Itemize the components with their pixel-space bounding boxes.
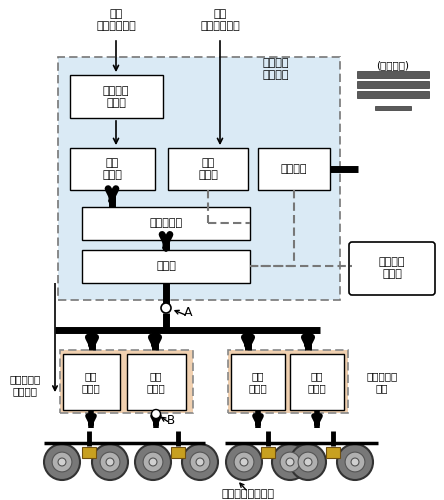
Circle shape — [44, 444, 80, 480]
Bar — [357, 91, 429, 98]
Bar — [171, 447, 185, 458]
Bar — [63, 354, 120, 410]
Circle shape — [182, 444, 218, 480]
Bar — [357, 81, 429, 88]
Circle shape — [92, 444, 128, 480]
Text: 滑走
制御弁: 滑走 制御弁 — [147, 371, 165, 393]
Text: ブレーキ
受量器: ブレーキ 受量器 — [103, 86, 129, 108]
Text: 非常
ブレーキ指令: 非常 ブレーキ指令 — [200, 9, 240, 31]
Circle shape — [286, 458, 294, 466]
Text: 応荷重弁: 応荷重弁 — [281, 164, 307, 174]
Text: 滑走制御弁
動作指令: 滑走制御弁 動作指令 — [9, 374, 40, 396]
Bar — [82, 447, 96, 458]
Bar — [357, 71, 429, 78]
Bar — [258, 148, 330, 190]
Circle shape — [52, 452, 72, 472]
Text: 複式逆止弁: 複式逆止弁 — [150, 218, 182, 228]
Bar — [261, 447, 275, 458]
Text: 滑走
制御弁: 滑走 制御弁 — [308, 371, 326, 393]
Circle shape — [151, 410, 160, 418]
Bar — [70, 148, 155, 190]
Text: ブレーキ
制御装置: ブレーキ 制御装置 — [263, 58, 289, 80]
Circle shape — [345, 452, 365, 472]
Circle shape — [337, 444, 373, 480]
Text: (空気ばね): (空気ばね) — [377, 60, 409, 70]
Bar — [82, 250, 250, 283]
Text: A: A — [184, 306, 192, 320]
Circle shape — [290, 444, 326, 480]
Text: 滑走制御弁
装置: 滑走制御弁 装置 — [366, 371, 398, 393]
Bar — [168, 148, 248, 190]
Text: 滑走
制御弁: 滑走 制御弁 — [82, 371, 100, 393]
Circle shape — [234, 452, 254, 472]
Circle shape — [106, 458, 114, 466]
Text: 非常
電磁弁: 非常 電磁弁 — [198, 158, 218, 180]
Text: 供給空気
タンク: 供給空気 タンク — [379, 257, 405, 279]
Bar — [82, 207, 250, 240]
Text: 電空
変換弁: 電空 変換弁 — [102, 158, 122, 180]
Text: 中継弁: 中継弁 — [156, 261, 176, 271]
Bar — [375, 106, 411, 110]
Circle shape — [58, 458, 66, 466]
Circle shape — [226, 444, 262, 480]
Circle shape — [272, 444, 308, 480]
Circle shape — [100, 452, 120, 472]
Circle shape — [135, 444, 171, 480]
Bar — [70, 75, 163, 118]
Bar — [231, 354, 285, 410]
Circle shape — [161, 303, 171, 313]
Circle shape — [304, 458, 312, 466]
Circle shape — [280, 452, 300, 472]
Bar — [290, 354, 344, 410]
Circle shape — [351, 458, 359, 466]
Circle shape — [298, 452, 318, 472]
Text: ブレーキシリンダ: ブレーキシリンダ — [222, 489, 274, 499]
Bar — [127, 354, 186, 410]
Bar — [228, 350, 348, 413]
Text: B: B — [167, 414, 175, 428]
Circle shape — [190, 452, 210, 472]
Bar — [60, 350, 193, 413]
Circle shape — [196, 458, 204, 466]
Bar — [326, 447, 340, 458]
Bar — [58, 57, 340, 300]
Circle shape — [240, 458, 248, 466]
Circle shape — [143, 452, 163, 472]
Circle shape — [149, 458, 157, 466]
Text: 滑走
制御弁: 滑走 制御弁 — [249, 371, 267, 393]
Text: 常用
ブレーキ指令: 常用 ブレーキ指令 — [96, 9, 136, 31]
FancyBboxPatch shape — [349, 242, 435, 295]
